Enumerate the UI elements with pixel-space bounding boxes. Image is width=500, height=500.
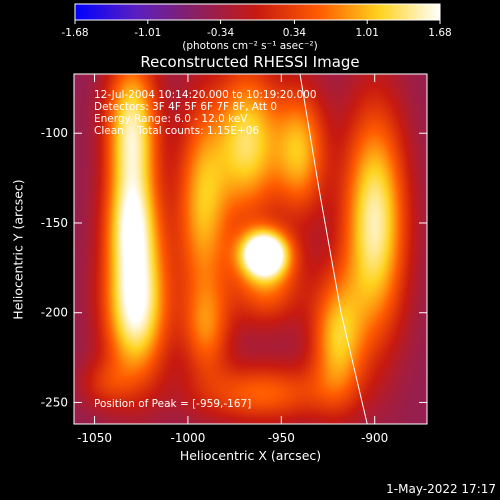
colorbar-tick-label: 0.34 [283,27,307,39]
footer-date: 1-May-2022 17:17 [386,482,496,496]
solar-limb-line [299,73,368,425]
detectors-annotation: Detectors: 3F 4F 5F 6F 7F 8F, Att 0 [94,101,278,113]
energy-range-annotation: Energy Range: 6.0 - 12.0 keV [94,113,248,125]
colorbar-gradient [74,3,441,21]
clean-counts-annotation: Clean Total counts: 1.15E+06 [94,125,260,137]
colorbar-ticks: -1.68 -1.01 -0.34 0.34 1.01 1.68 [61,20,452,39]
colorbar-tick-label: -1.68 [61,27,88,39]
y-tick-label: -200 [41,306,68,320]
y-tick-label: -250 [41,395,68,409]
heatmap-image [74,74,427,424]
colorbar-units-label: (photons cm⁻² s⁻¹ asec⁻²) [182,40,318,52]
y-tick-label: -150 [41,216,68,230]
peak-position-annotation: Position of Peak = [-959,-167] [94,398,252,410]
colorbar-tick-label: 1.68 [428,27,451,39]
x-ticks: -1050 -1000 -950 -900 [77,74,388,445]
time-range-annotation: 12-Jul-2004 10:14:20.000 to 10:19:20.000 [94,89,317,101]
y-tick-label: -100 [41,126,68,140]
x-tick-label: -950 [268,431,295,445]
colorbar-tick-label: -1.01 [134,27,161,39]
x-tick-label: -1000 [170,431,205,445]
colorbar-tick-label: 1.01 [356,27,379,39]
chart-title: Reconstructed RHESSI Image [140,53,360,71]
y-ticks: -100 -150 -200 -250 [41,126,427,409]
colorbar-tick-label: -0.34 [207,27,234,39]
x-tick-label: -1050 [77,431,112,445]
y-axis-label: Heliocentric Y (arcsec) [10,179,26,320]
x-axis-label: Heliocentric X (arcsec) [179,448,322,463]
x-tick-label: -900 [361,431,388,445]
colorbar: -1.68 -1.01 -0.34 0.34 1.01 1.68 [61,3,452,39]
plot-frame [73,73,428,425]
